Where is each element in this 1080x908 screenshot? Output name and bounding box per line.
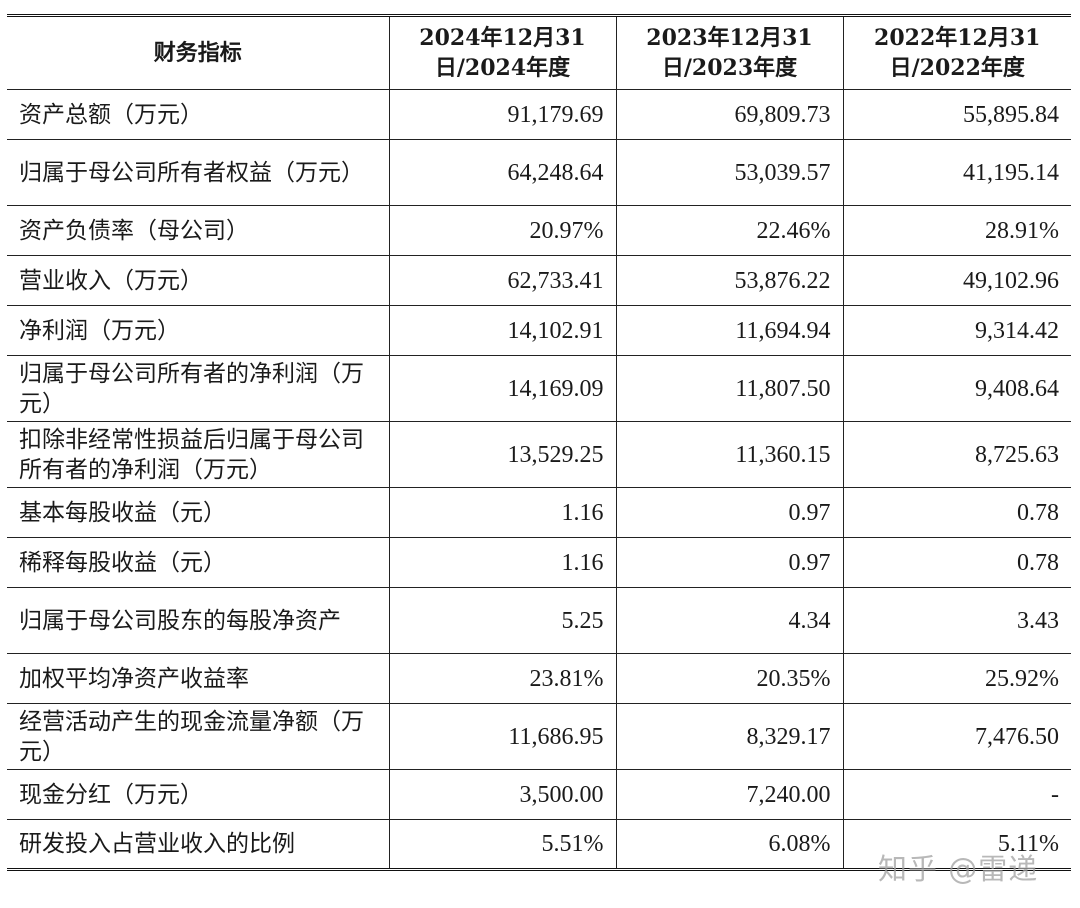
- table-row: 资产总额（万元） 91,179.69 69,809.73 55,895.84: [7, 89, 1071, 140]
- table-row: 经营活动产生的现金流量净额（万元） 11,686.95 8,329.17 7,476.…: [7, 703, 1071, 770]
- row-label: 归属于母公司所有者权益（万元）: [7, 139, 390, 206]
- value-2023: 69,809.73: [615, 89, 844, 140]
- header-2023: 2023年12月31日/2023年度: [615, 15, 844, 90]
- value-2024: 91,179.69: [388, 89, 617, 140]
- table-row: 营业收入（万元） 62,733.41 53,876.22 49,102.96: [7, 255, 1071, 306]
- value-2022: 3.43: [842, 587, 1071, 654]
- table-row: 研发投入占营业收入的比例 5.51% 6.08% 5.11%: [7, 819, 1071, 870]
- header-2022: 2022年12月31日/2022年度: [842, 15, 1071, 90]
- row-label: 净利润（万元）: [7, 305, 390, 356]
- table-row: 归属于母公司股东的每股净资产 5.25 4.34 3.43: [7, 587, 1071, 654]
- value-2022: -: [842, 769, 1071, 820]
- value-2023: 11,807.50: [615, 355, 844, 422]
- table-header-row: 财务指标 2024年12月31日/2024年度 2023年12月31日/2023…: [7, 15, 1071, 90]
- row-label: 扣除非经常性损益后归属于母公司所有者的净利润（万元）: [7, 421, 390, 488]
- row-label: 现金分红（万元）: [7, 769, 390, 820]
- row-label: 稀释每股收益（元）: [7, 537, 390, 588]
- table-row: 归属于母公司所有者的净利润（万元） 14,169.09 11,807.50 9,408…: [7, 355, 1071, 422]
- value-2022: 55,895.84: [842, 89, 1071, 140]
- value-2024: 5.25: [388, 587, 617, 654]
- value-2022: 0.78: [842, 537, 1071, 588]
- value-2024: 23.81%: [388, 653, 617, 704]
- value-2024: 20.97%: [388, 205, 617, 256]
- table-row: 现金分红（万元） 3,500.00 7,240.00-: [7, 769, 1071, 820]
- row-label: 营业收入（万元）: [7, 255, 390, 306]
- value-2022: 25.92%: [842, 653, 1071, 704]
- value-2023: 11,360.15: [615, 421, 844, 488]
- table-row: 归属于母公司所有者权益（万元） 64,248.64 53,039.57 41,195.…: [7, 139, 1071, 206]
- value-2023: 22.46%: [615, 205, 844, 256]
- value-2024: 64,248.64: [388, 139, 617, 206]
- value-2022: 5.11%: [842, 819, 1071, 870]
- value-2023: 7,240.00: [615, 769, 844, 820]
- row-label: 归属于母公司股东的每股净资产: [7, 587, 390, 654]
- value-2022: 9,408.64: [842, 355, 1071, 422]
- value-2023: 6.08%: [615, 819, 844, 870]
- table-row: 资产负债率（母公司） 20.97% 22.46% 28.91%: [7, 205, 1071, 256]
- value-2023: 0.97: [615, 487, 844, 538]
- table-row: 稀释每股收益（元） 1.16 0.97 0.78: [7, 537, 1071, 588]
- row-label: 研发投入占营业收入的比例: [7, 819, 390, 870]
- value-2023: 53,039.57: [615, 139, 844, 206]
- financial-indicators-table: 财务指标 2024年12月31日/2024年度 2023年12月31日/2023…: [7, 14, 1071, 871]
- value-2024: 14,102.91: [388, 305, 617, 356]
- value-2024: 14,169.09: [388, 355, 617, 422]
- value-2022: 49,102.96: [842, 255, 1071, 306]
- financial-table-container: 财务指标 2024年12月31日/2024年度 2023年12月31日/2023…: [7, 14, 1071, 871]
- value-2023: 8,329.17: [615, 703, 844, 770]
- header-indicator: 财务指标: [7, 15, 390, 90]
- row-label: 经营活动产生的现金流量净额（万元）: [7, 703, 390, 770]
- table-body: 资产总额（万元） 91,179.69 69,809.73 55,895.84 归属于母公…: [7, 89, 1071, 870]
- value-2023: 20.35%: [615, 653, 844, 704]
- row-label: 加权平均净资产收益率: [7, 653, 390, 704]
- row-label: 资产负债率（母公司）: [7, 205, 390, 256]
- value-2023: 11,694.94: [615, 305, 844, 356]
- table-row: 净利润（万元） 14,102.91 11,694.94 9,314.42: [7, 305, 1071, 356]
- value-2022: 28.91%: [842, 205, 1071, 256]
- value-2024: 62,733.41: [388, 255, 617, 306]
- row-label: 资产总额（万元）: [7, 89, 390, 140]
- value-2022: 0.78: [842, 487, 1071, 538]
- value-2023: 0.97: [615, 537, 844, 588]
- header-2024: 2024年12月31日/2024年度: [388, 15, 617, 90]
- row-label: 归属于母公司所有者的净利润（万元）: [7, 355, 390, 422]
- value-2024: 13,529.25: [388, 421, 617, 488]
- value-2023: 4.34: [615, 587, 844, 654]
- value-2024: 1.16: [388, 537, 617, 588]
- value-2022: 41,195.14: [842, 139, 1071, 206]
- value-2024: 3,500.00: [388, 769, 617, 820]
- row-label: 基本每股收益（元）: [7, 487, 390, 538]
- table-row: 加权平均净资产收益率 23.81% 20.35% 25.92%: [7, 653, 1071, 704]
- value-2024: 5.51%: [388, 819, 617, 870]
- table-row: 基本每股收益（元） 1.16 0.97 0.78: [7, 487, 1071, 538]
- value-2022: 8,725.63: [842, 421, 1071, 488]
- value-2022: 9,314.42: [842, 305, 1071, 356]
- value-2024: 11,686.95: [388, 703, 617, 770]
- table-row: 扣除非经常性损益后归属于母公司所有者的净利润（万元） 13,529.25 11,36…: [7, 421, 1071, 488]
- value-2024: 1.16: [388, 487, 617, 538]
- value-2022: 7,476.50: [842, 703, 1071, 770]
- value-2023: 53,876.22: [615, 255, 844, 306]
